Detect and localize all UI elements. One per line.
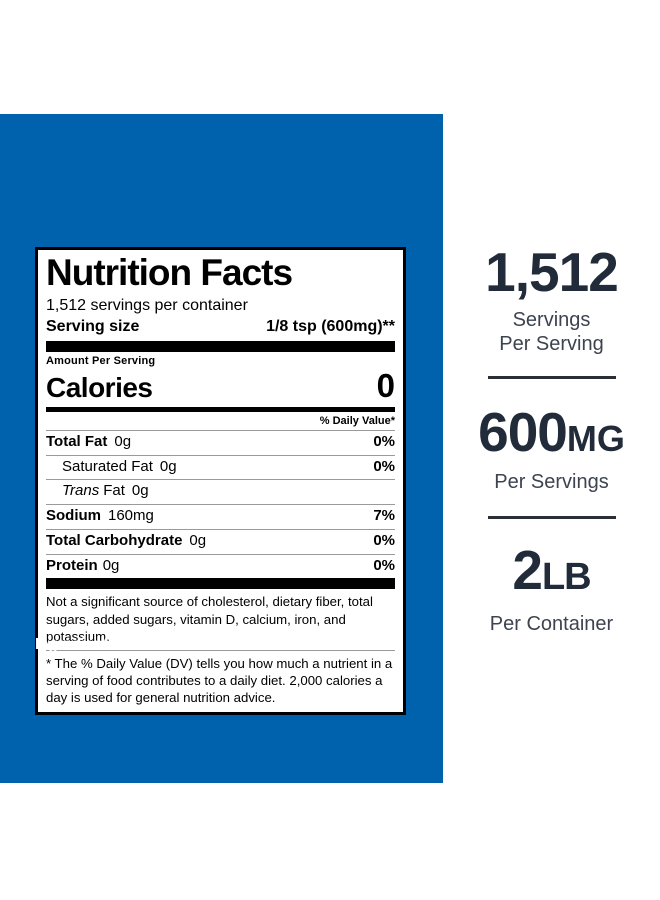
nutrient-name: Protein: [46, 556, 98, 574]
divider-rule: [487, 516, 616, 519]
nutrient-dv: 7%: [373, 507, 395, 525]
calories-value: 0: [376, 366, 395, 404]
nutrient-dv: 0%: [373, 457, 395, 475]
divider-rule: [487, 376, 616, 379]
nutrient-name: Total Carbohydrate: [46, 531, 183, 549]
nutrient-row-protein: Protein 0g 0%: [46, 553, 395, 579]
daily-value-footnote: * The % Daily Value (DV) tells you how m…: [46, 649, 395, 708]
calories-label: Calories: [46, 371, 153, 403]
nutrient-dv: 0%: [373, 531, 395, 549]
dose-caption: Per Servings: [494, 471, 609, 493]
nutrient-row-trans-fat: Trans Fat 0g: [46, 479, 395, 504]
serving-size-row: Serving size 1/8 tsp (600mg)**: [46, 318, 395, 341]
nutrient-name: Fat: [103, 482, 125, 500]
amount-per-serving-label: Amount Per Serving: [46, 354, 156, 367]
nutrient-row-saturated-fat: Saturated Fat 0g 0%: [46, 454, 395, 480]
nutrition-facts-title: Nutrition Facts: [46, 252, 293, 293]
highlight-column: 1,512 Servings Per Serving 600MG Per Ser…: [443, 245, 660, 636]
servings-highlight: 1,512 Servings Per Serving: [443, 245, 660, 356]
weight-highlight: 2LB Per Container: [443, 543, 660, 636]
nutrient-row-sodium: Sodium 160mg 7%: [46, 504, 395, 529]
serving-size-value: 1/8 tsp (600mg)**: [266, 317, 395, 335]
servings-count: 1,512: [485, 241, 619, 303]
nutrient-amount: 0g: [159, 457, 177, 475]
insignificant-nutrients-note: Not a significant source of cholesterol,…: [46, 594, 373, 644]
thick-divider-bar: [46, 578, 395, 590]
medium-divider-bar: [46, 406, 395, 412]
nutrient-row-total-fat: Total Fat 0g 0%: [46, 429, 395, 455]
servings-per-container: 1,512 servings per container: [46, 296, 248, 314]
dose-unit: MG: [566, 418, 625, 459]
dose-value: 600: [478, 401, 568, 463]
nutrient-name: Sodium: [46, 507, 101, 525]
weight-caption: Per Container: [489, 613, 614, 635]
nutrient-amount: 0g: [102, 556, 120, 574]
nutrient-row-total-carbohydrate: Total Carbohydrate 0g 0%: [46, 528, 395, 554]
weight-value: 2: [512, 539, 543, 601]
nutrition-facts-label: Nutrition Facts 1,512 servings per conta…: [35, 247, 406, 716]
nutrient-amount: 0g: [114, 432, 132, 450]
daily-value-header: % Daily Value*: [319, 414, 395, 427]
nutrient-amount: 0g: [189, 531, 207, 549]
nutrient-name-italic: Trans: [62, 482, 100, 500]
nutrient-amount: 0g: [131, 482, 149, 500]
ingredients-line: Ingredients: Sodium bicarbonate.: [35, 636, 275, 653]
nutrient-dv: 0%: [373, 556, 395, 574]
weight-unit: LB: [541, 556, 592, 598]
thick-divider-bar: [46, 340, 395, 352]
calories-row: Calories 0: [46, 367, 395, 407]
dose-highlight: 600MG Per Servings: [443, 405, 660, 494]
servings-caption-line1: Servings: [512, 309, 591, 331]
serving-size-label: Serving size: [46, 317, 140, 335]
nutrient-amount: 160mg: [108, 507, 154, 525]
nutrient-name: Total Fat: [46, 432, 108, 450]
nutrient-name: Saturated Fat: [62, 457, 153, 475]
servings-caption-line2: Per Serving: [499, 333, 604, 355]
nutrient-dv: 0%: [373, 432, 395, 450]
